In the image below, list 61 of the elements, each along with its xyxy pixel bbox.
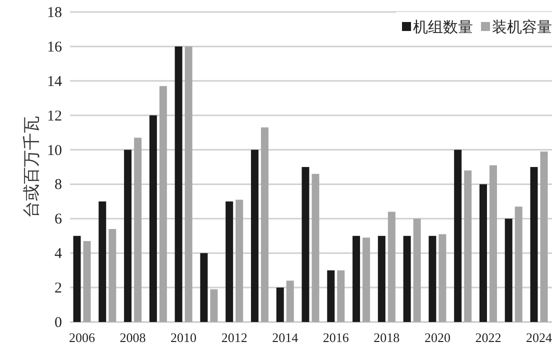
y-tick-label: 6	[54, 212, 62, 228]
bar	[514, 206, 522, 322]
bar	[108, 229, 116, 322]
bar	[438, 234, 446, 322]
x-tick-label: 2018	[374, 330, 400, 345]
x-tick-label: 2010	[170, 330, 197, 345]
x-tick-label: 2014	[272, 330, 299, 345]
y-tick-label: 0	[54, 315, 62, 331]
bar	[210, 289, 218, 322]
y-tick-label: 16	[47, 39, 62, 56]
bar	[98, 201, 106, 322]
x-tick-label: 2008	[120, 330, 146, 345]
bar	[200, 253, 208, 322]
bar	[174, 46, 182, 322]
bar	[388, 212, 396, 322]
y-tick-label: 10	[47, 142, 62, 159]
x-tick-label: 2006	[69, 330, 96, 345]
bar	[73, 236, 81, 322]
bar	[260, 127, 268, 322]
bar	[236, 200, 244, 322]
bar	[413, 218, 421, 322]
legend-label: 装机容量	[492, 19, 552, 36]
x-tick-label: 2012	[221, 330, 248, 345]
y-tick-label: 18	[47, 5, 62, 21]
bar	[124, 150, 132, 322]
y-tick-label: 12	[47, 108, 62, 124]
y-tick-label: 14	[47, 74, 62, 90]
bar	[312, 174, 320, 322]
bar	[226, 201, 234, 322]
x-tick-label: 2020	[424, 330, 450, 345]
y-axis-title: 台或百万千瓦	[22, 116, 41, 218]
bar	[464, 170, 472, 322]
bar	[159, 86, 167, 322]
x-tick-label: 2016	[322, 330, 350, 345]
bar	[530, 167, 538, 322]
bar	[352, 236, 360, 322]
bar	[83, 241, 91, 322]
bar	[479, 184, 487, 322]
x-tick-label: 2022	[475, 330, 502, 345]
legend-label: 机组数量	[413, 19, 473, 36]
bar	[362, 238, 370, 322]
bar	[149, 115, 157, 322]
bar	[276, 288, 284, 322]
bar	[302, 167, 310, 322]
bar	[337, 270, 345, 322]
bar	[504, 218, 512, 322]
bar	[454, 150, 462, 322]
bar	[403, 236, 411, 322]
x-tick-label: 2024	[526, 330, 552, 345]
bar	[489, 165, 497, 322]
bar	[184, 46, 192, 322]
bar	[378, 236, 386, 322]
bar	[540, 152, 548, 322]
bar	[286, 280, 294, 322]
bar	[134, 138, 142, 322]
bar	[327, 270, 335, 322]
y-tick-label: 8	[54, 177, 62, 194]
y-tick-label: 2	[54, 280, 62, 297]
bar	[428, 236, 436, 322]
bar	[250, 150, 258, 322]
y-tick-label: 4	[54, 246, 62, 262]
